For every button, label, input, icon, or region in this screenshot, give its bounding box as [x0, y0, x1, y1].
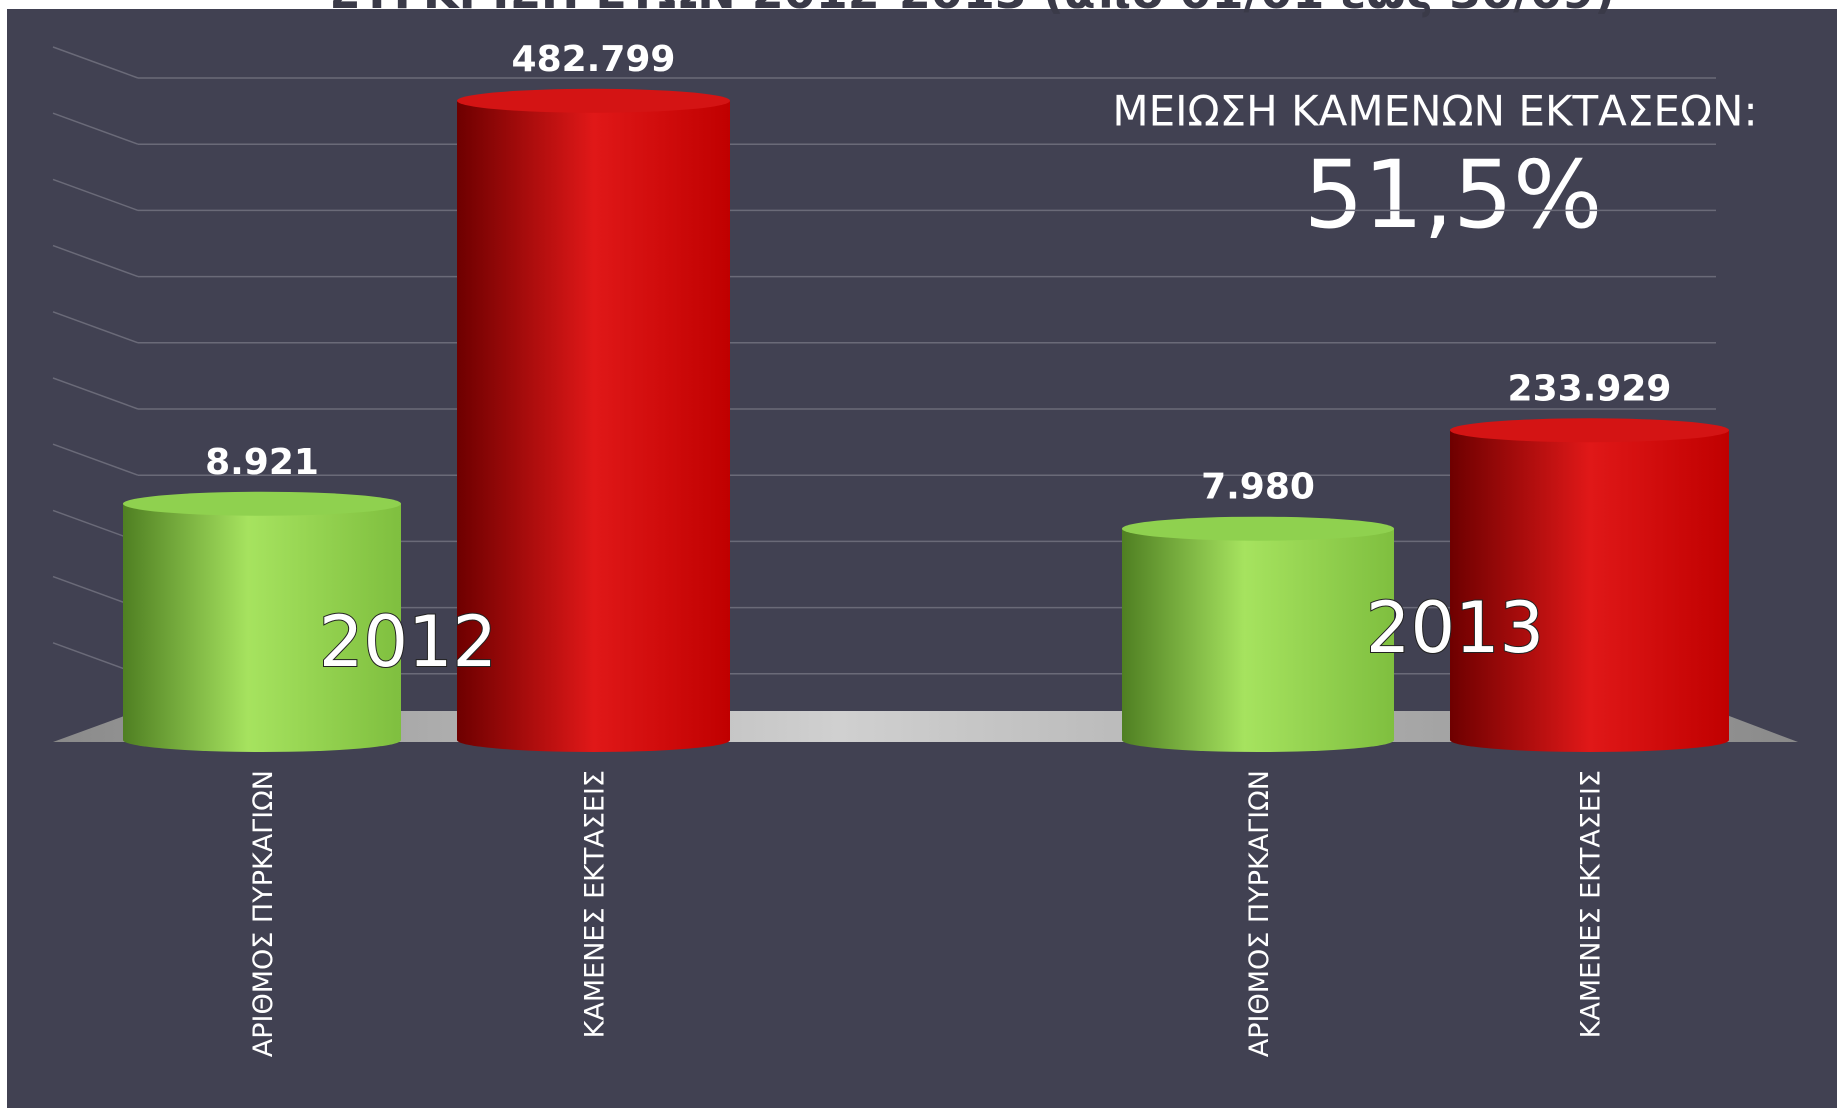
chart-title: ΣΥΓΚΡΙΣΗ ΕΤΩΝ 2012-2013 (από 01/01 έως 3…	[329, 0, 1615, 19]
annotation: ΜΕΙΩΣΗ ΚΑΜΕΝΩΝ ΕΚΤΑΣΕΩΝ:	[1112, 87, 1757, 136]
bar	[457, 100, 730, 741]
grid-line-side	[52, 311, 139, 344]
grid-line-side	[52, 443, 139, 476]
bar-top	[123, 491, 401, 516]
x-tick-label: ΑΡΙΘΜΟΣ ΠΥΡΚΑΓΙΩΝ	[1244, 770, 1275, 1057]
bar-top	[1450, 418, 1729, 443]
value-label: 7.980	[1201, 467, 1315, 508]
plot: 8.921 ΑΡΙΘΜΟΣ ΠΥΡΚΑΓΙΩΝ 482.799 ΚΑΜΕΝΕΣ ΕΚΤ…	[52, 39, 1729, 1057]
bar-top	[457, 88, 730, 113]
x-tick-label: ΑΡΙΘΜΟΣ ΠΥΡΚΑΓΙΩΝ	[248, 770, 279, 1057]
grid-line-side	[52, 112, 139, 145]
grid-line-side	[52, 377, 139, 410]
grid-line-side	[52, 46, 139, 79]
x-tick-label: ΚΑΜΕΝΕΣ ΕΚΤΑΣΕΙΣ	[580, 770, 611, 1038]
bar	[1450, 430, 1729, 740]
x-tick-label: ΚΑΜΕΝΕΣ ΕΚΤΑΣΕΙΣ	[1576, 770, 1607, 1038]
annotation-value: 51,5%	[1304, 141, 1603, 250]
value-label: 233.929	[1508, 368, 1672, 409]
grid-line-side	[52, 244, 139, 278]
bar	[1122, 528, 1394, 740]
bar	[123, 503, 401, 740]
grid-line-side	[52, 178, 139, 212]
group-label: 2013	[1366, 587, 1544, 669]
value-label: 482.799	[512, 39, 676, 80]
bar-top	[1122, 516, 1394, 541]
value-label: 8.921	[205, 442, 319, 483]
group-label: 2012	[319, 601, 497, 683]
